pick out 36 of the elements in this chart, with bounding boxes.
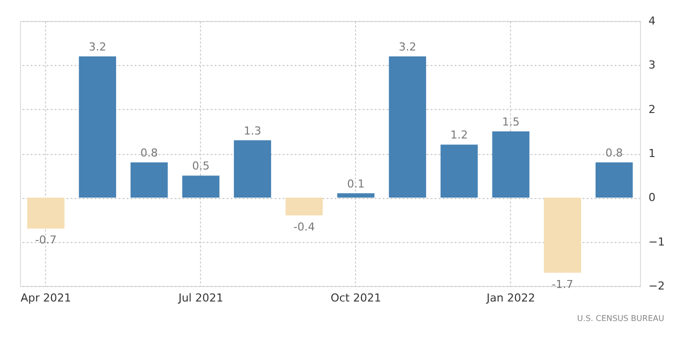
bar — [492, 131, 530, 198]
y-tick-label: −2 — [648, 280, 665, 292]
x-tick-label: Jan 2022 — [486, 292, 536, 304]
bar — [596, 162, 633, 198]
y-tick-label: 1 — [648, 147, 656, 160]
data-label: 1.5 — [502, 115, 520, 128]
data-label: 1.2 — [450, 128, 468, 142]
bar — [337, 193, 374, 198]
data-label: -0.7 — [35, 234, 57, 247]
data-label: 3.2 — [88, 40, 106, 54]
y-tick-label: 2 — [648, 102, 656, 116]
data-label: 1.3 — [244, 124, 262, 138]
x-tick-label: Jul 2021 — [177, 292, 224, 304]
y-tick-label: 3 — [648, 58, 656, 72]
bar — [234, 140, 272, 198]
data-label: 3.2 — [398, 40, 416, 54]
bar — [78, 56, 116, 198]
bar — [130, 162, 168, 198]
data-label: 0.8 — [140, 146, 158, 160]
data-label: 0.5 — [192, 160, 210, 173]
bar — [544, 198, 582, 273]
y-tick-label: 4 — [648, 14, 656, 28]
data-label: -0.4 — [293, 220, 315, 234]
bar — [388, 56, 426, 198]
y-tick-label: 0 — [648, 191, 656, 204]
bar — [27, 198, 64, 229]
bar — [182, 176, 220, 198]
x-tick-label: Oct 2021 — [330, 292, 382, 304]
data-label: 0.8 — [605, 146, 623, 160]
data-label: 0.1 — [347, 177, 365, 190]
bar — [286, 198, 323, 216]
data-label: -1.7 — [552, 278, 574, 291]
y-tick-label: −1 — [648, 235, 665, 248]
x-tick-label: Apr 2021 — [20, 292, 72, 304]
bar — [440, 144, 478, 198]
text: U.S. CENSUS BUREAU — [577, 314, 664, 323]
